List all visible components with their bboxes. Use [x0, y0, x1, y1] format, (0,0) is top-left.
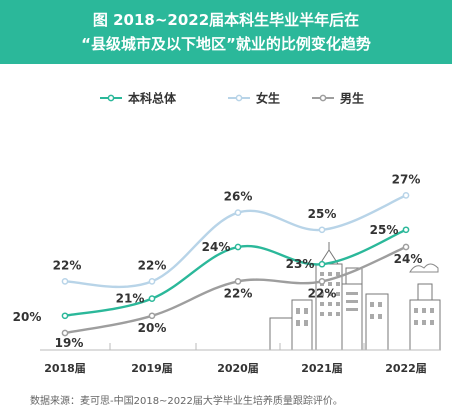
series-overall-data-label: 20% — [13, 310, 42, 324]
series-male-point — [148, 312, 156, 320]
legend-label: 本科总体 — [128, 91, 177, 106]
series-female-point — [61, 278, 69, 285]
source-note: 数据来源：麦可思-中国2018~2022届大学毕业生培养质量跟踪评价。 — [30, 396, 343, 407]
x-tick-label: 2018届 — [44, 362, 86, 375]
series-female-point — [234, 209, 242, 216]
series-female-point — [402, 192, 410, 199]
chart-title-line-2: “县级城市及以下地区”就业的比例变化趋势 — [81, 35, 371, 53]
series-female-data-label: 22% — [138, 258, 167, 272]
series-female-point — [318, 226, 326, 234]
series-male-point — [234, 278, 242, 285]
x-tick-label: 2020届 — [217, 362, 259, 375]
series-overall-point — [61, 312, 69, 320]
chart-title-line-1: 图 2018~2022届本科生毕业半年后在 — [92, 11, 360, 29]
series-male-point — [61, 329, 69, 337]
data-labels: 20% 21% 24% 23% 25% 22% 22% 26% 25% 27% 19% 20% 22% 2… — [13, 172, 423, 350]
series-male-data-label: 22% — [308, 286, 337, 300]
series-overall-data-label: 23% — [286, 257, 315, 271]
series-female-point — [148, 278, 156, 285]
series-male-data-label: 24% — [394, 252, 423, 266]
legend-marker — [235, 94, 243, 102]
series-male-data-label: 20% — [138, 321, 167, 335]
chart-legend: 本科总体 女生 男生 — [100, 91, 364, 106]
legend-label: 女生 — [256, 91, 280, 106]
series-female-data-label: 26% — [224, 190, 253, 204]
legend-marker — [107, 94, 115, 102]
x-tick-label: 2022届 — [385, 362, 427, 375]
legend-label: 男生 — [340, 91, 364, 106]
series-overall-data-label: 21% — [116, 292, 145, 306]
x-tick-label: 2019届 — [131, 362, 173, 375]
series-overall-data-label: 24% — [202, 240, 231, 254]
series-layer — [61, 192, 410, 337]
series-overall-point — [318, 260, 326, 268]
title-banner: 图 2018~2022届本科生毕业半年后在 “县级城市及以下地区”就业的比例变化… — [0, 0, 452, 64]
series-overall-point — [402, 226, 410, 234]
series-male-data-label: 19% — [55, 336, 84, 350]
series-female-data-label: 27% — [392, 172, 421, 186]
series-overall-data-label: 25% — [370, 223, 399, 237]
line-chart: 2018届 2019届 2020届 2021届 2022届 本科总体 女生 男生 20% 21… — [13, 91, 441, 375]
x-axis-ticks: 2018届 2019届 2020届 2021届 2022届 — [44, 343, 427, 375]
series-male-data-label: 22% — [224, 286, 253, 300]
series-male-point — [318, 278, 326, 285]
series-female-data-label: 22% — [53, 258, 82, 272]
series-overall-point — [234, 243, 242, 251]
series-overall-point — [148, 295, 156, 302]
x-tick-label: 2021届 — [301, 362, 343, 375]
series-male-point — [402, 243, 410, 251]
series-female-data-label: 25% — [308, 207, 337, 221]
legend-marker — [319, 94, 327, 102]
